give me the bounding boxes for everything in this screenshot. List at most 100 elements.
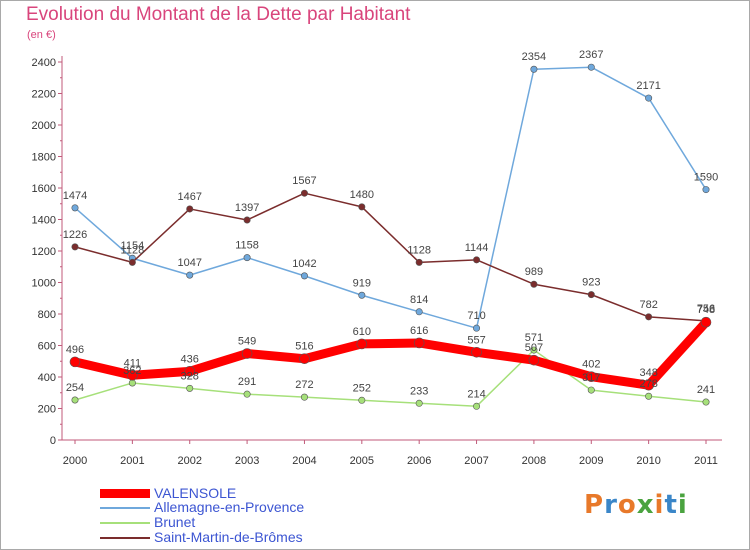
data-label: 1144 xyxy=(465,242,489,254)
data-point xyxy=(702,186,710,194)
logo-letter: i xyxy=(677,490,688,520)
data-label: 507 xyxy=(525,342,543,354)
y-tick-label: 0 xyxy=(50,435,56,447)
data-label: 1590 xyxy=(694,172,718,184)
data-point xyxy=(473,402,481,410)
data-point xyxy=(645,313,653,321)
data-point xyxy=(128,379,136,387)
data-label: 272 xyxy=(295,379,313,391)
data-point xyxy=(186,271,194,279)
y-tick-label: 2000 xyxy=(32,120,56,132)
data-point xyxy=(358,396,366,404)
logo-letter: o xyxy=(617,490,637,520)
y-tick-label: 1000 xyxy=(32,278,56,290)
legend-swatch-allemagne xyxy=(100,507,150,509)
data-point xyxy=(530,65,538,73)
data-label: 496 xyxy=(66,344,84,356)
data-label: 362 xyxy=(123,365,141,377)
data-point xyxy=(71,243,79,251)
data-point xyxy=(243,254,251,262)
data-label: 1047 xyxy=(177,257,201,269)
data-point xyxy=(128,258,136,266)
data-point xyxy=(127,369,138,381)
x-tick-label: 2004 xyxy=(292,455,316,467)
data-point xyxy=(645,392,653,400)
data-label: 291 xyxy=(238,376,256,388)
data-point xyxy=(243,390,251,398)
data-point xyxy=(358,291,366,299)
data-point xyxy=(643,379,654,391)
data-point xyxy=(413,337,425,349)
data-label: 1474 xyxy=(63,190,87,202)
data-label: 241 xyxy=(697,384,715,396)
data-label: 616 xyxy=(410,325,428,337)
data-label: 2354 xyxy=(522,51,546,63)
data-label: 1158 xyxy=(235,240,259,252)
y-tick-label: 200 xyxy=(38,404,56,416)
y-tick-label: 1600 xyxy=(32,183,56,195)
x-tick-label: 2008 xyxy=(522,455,546,467)
data-point xyxy=(71,396,79,404)
data-label: 557 xyxy=(467,334,485,346)
data-point xyxy=(473,324,481,332)
legend-swatch-brunet xyxy=(100,522,150,524)
data-point xyxy=(587,63,595,71)
data-point xyxy=(299,353,310,365)
data-label: 756 xyxy=(697,303,715,315)
data-point xyxy=(528,354,540,366)
x-tick-label: 2005 xyxy=(350,455,374,467)
y-tick-label: 2200 xyxy=(32,89,56,101)
data-label: 923 xyxy=(582,277,600,289)
data-label: 1480 xyxy=(350,189,374,201)
legend-swatch-valensole xyxy=(100,489,150,498)
data-point xyxy=(241,348,253,359)
data-point xyxy=(587,291,595,299)
data-point xyxy=(300,393,308,401)
data-point xyxy=(300,189,308,197)
legend-label-allemagne: Allemagne-en-Provence xyxy=(154,499,305,515)
data-point xyxy=(585,371,597,382)
data-label: 1226 xyxy=(63,229,87,241)
data-label: 317 xyxy=(582,372,600,384)
y-tick-label: 1200 xyxy=(32,246,56,258)
y-tick-label: 600 xyxy=(38,341,56,353)
series-line-3 xyxy=(74,192,707,322)
data-point xyxy=(471,346,482,358)
x-tick-label: 2002 xyxy=(177,455,201,467)
data-point xyxy=(702,398,710,406)
data-label: 214 xyxy=(467,388,485,400)
data-label: 411 xyxy=(124,357,142,369)
data-point xyxy=(71,204,79,212)
data-label: 1567 xyxy=(292,175,316,187)
data-point xyxy=(530,280,538,288)
data-label: 233 xyxy=(410,385,428,397)
data-label: 814 xyxy=(410,294,428,306)
data-label: 610 xyxy=(353,326,371,338)
x-tick-label: 2009 xyxy=(579,455,603,467)
chart-unit-label: (en €) xyxy=(27,29,56,41)
data-point xyxy=(186,205,194,213)
data-point xyxy=(243,216,251,224)
series-line-0 xyxy=(70,317,711,390)
logo-letter: r xyxy=(604,490,618,520)
x-tick-label: 2010 xyxy=(636,455,660,467)
legend-label-valensole: VALENSOLE xyxy=(154,485,237,501)
x-tick-label: 2001 xyxy=(120,455,144,467)
y-tick-label: 400 xyxy=(38,372,56,384)
y-tick-label: 1800 xyxy=(32,152,56,164)
data-point xyxy=(645,94,653,102)
x-tick-label: 2006 xyxy=(407,455,431,467)
data-label: 1042 xyxy=(292,258,316,270)
series-line-2 xyxy=(74,349,707,408)
series-line-1 xyxy=(74,66,707,329)
data-label: 1128 xyxy=(407,244,431,256)
data-point xyxy=(358,203,366,211)
x-tick-label: 2007 xyxy=(464,455,488,467)
y-tick-label: 1400 xyxy=(32,215,56,227)
data-point xyxy=(530,346,538,354)
data-label: 328 xyxy=(181,370,199,382)
data-point xyxy=(356,338,368,350)
data-point xyxy=(184,366,196,377)
data-label: 402 xyxy=(582,359,600,371)
